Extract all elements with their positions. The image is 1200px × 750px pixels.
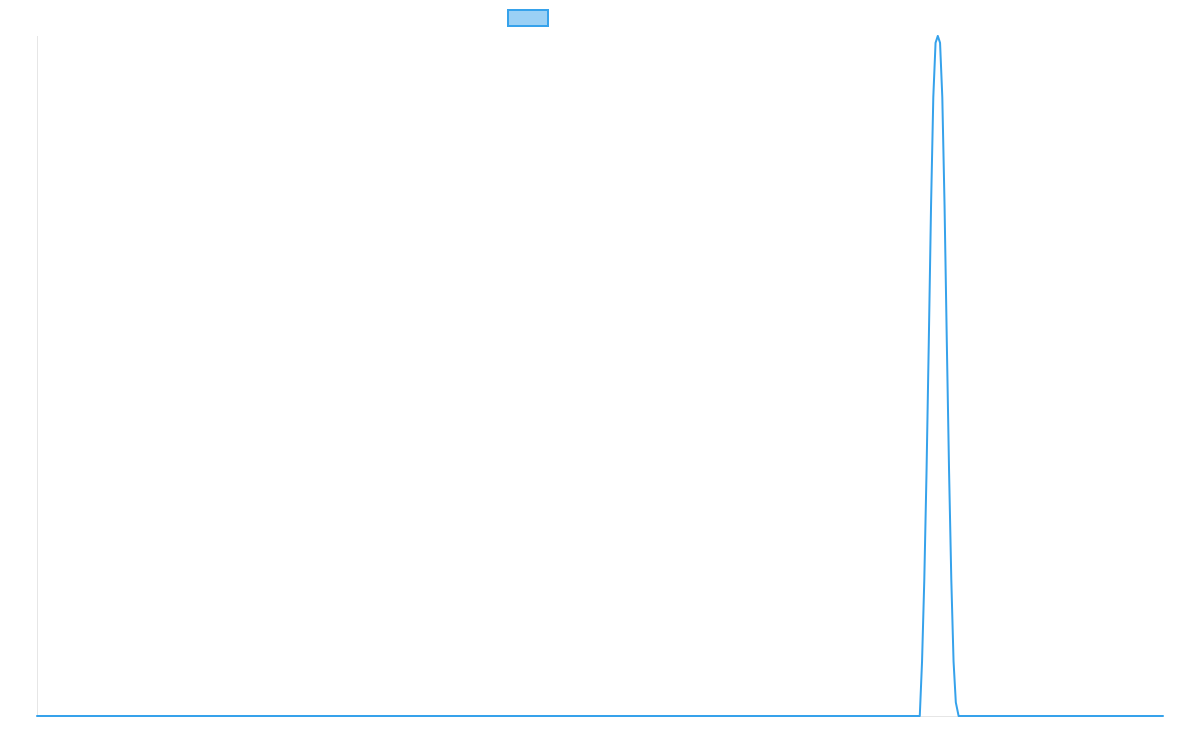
legend-swatch xyxy=(507,9,549,27)
series-layer xyxy=(36,35,1164,717)
series-line xyxy=(36,35,1164,717)
legend-item[interactable] xyxy=(507,9,549,27)
axes-layer xyxy=(37,36,1163,717)
legend[interactable] xyxy=(507,9,549,27)
